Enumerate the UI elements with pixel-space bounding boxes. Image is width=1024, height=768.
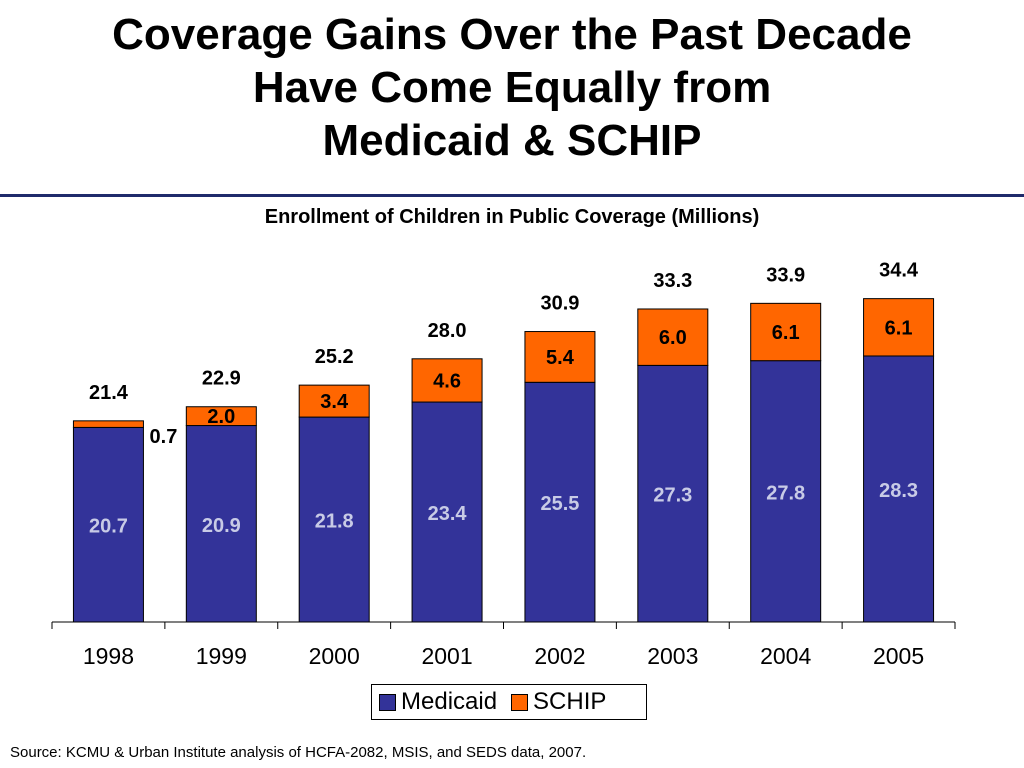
data-label-total: 33.9 (766, 264, 805, 286)
source-note: Source: KCMU & Urban Institute analysis … (10, 744, 587, 761)
data-label-schip: 0.7 (150, 426, 178, 448)
bar-schip-1998 (72, 420, 144, 428)
data-label-total: 25.2 (315, 346, 354, 368)
bar-medicaid-2002 (524, 381, 596, 623)
x-tick-label: 2003 (647, 643, 698, 669)
data-label-schip: 6.0 (659, 327, 687, 349)
data-label-schip: 6.1 (772, 322, 800, 344)
chart-legend: Medicaid SCHIP (371, 684, 647, 720)
data-label-total: 28.0 (428, 320, 467, 342)
bar-schip-2001 (411, 358, 483, 403)
data-label-schip: 6.1 (885, 317, 913, 339)
chart-title: Enrollment of Children in Public Coverag… (264, 206, 760, 228)
x-tick-label: 2004 (760, 643, 811, 669)
data-label-total: 34.4 (879, 260, 919, 282)
x-tick-label: 1999 (196, 643, 247, 669)
bar-schip-2005 (863, 298, 935, 357)
bar-schip-2004 (750, 302, 822, 362)
legend-item-schip: SCHIP (511, 688, 606, 716)
title-line: Medicaid & SCHIP (322, 116, 702, 165)
data-label-total: 22.9 (202, 368, 241, 390)
bar-medicaid-2001 (411, 401, 483, 623)
data-label-medicaid: 27.3 (653, 485, 692, 507)
bar-schip-2002 (524, 331, 596, 383)
x-tick-label: 2001 (421, 643, 472, 669)
bar-medicaid-1999 (185, 425, 257, 623)
x-tick-label: 1998 (83, 643, 134, 669)
bar-schip-2000 (298, 384, 370, 418)
legend-label-schip: SCHIP (533, 688, 607, 715)
bar-medicaid-2005 (863, 355, 935, 623)
bar-medicaid-2003 (637, 364, 709, 623)
data-label-medicaid: 20.9 (202, 515, 241, 537)
data-label-medicaid: 25.5 (540, 493, 579, 515)
page-title: Coverage Gains Over the Past Decade Have… (0, 8, 1024, 167)
data-label-medicaid: 20.7 (89, 516, 128, 538)
x-tick-label: 2000 (309, 643, 360, 669)
data-label-schip: 5.4 (546, 347, 575, 369)
data-label-medicaid: 21.8 (315, 511, 354, 533)
title-line: Coverage Gains Over the Past Decade (112, 10, 912, 59)
data-label-medicaid: 28.3 (879, 480, 918, 502)
x-tick-label: 2005 (873, 643, 924, 669)
data-label-schip: 2.0 (207, 406, 235, 428)
bar-schip-1999 (185, 406, 257, 427)
legend-label-medicaid: Medicaid (401, 688, 498, 715)
title-line: Have Come Equally from (252, 63, 772, 112)
data-label-schip: 3.4 (320, 391, 349, 413)
bar-medicaid-1998 (72, 426, 144, 623)
title-divider (0, 194, 1024, 197)
data-label-total: 33.3 (653, 270, 692, 292)
legend-swatch-medicaid (379, 693, 396, 711)
data-label-total: 30.9 (540, 293, 579, 315)
data-label-medicaid: 23.4 (428, 503, 468, 525)
data-label-medicaid: 27.8 (766, 482, 805, 504)
data-label-schip: 4.6 (433, 370, 461, 392)
x-tick-label: 2002 (534, 643, 585, 669)
legend-swatch-schip (511, 693, 529, 711)
data-label-total: 21.4 (89, 382, 129, 404)
legend-item-medicaid: Medicaid (379, 688, 497, 716)
bar-schip-2003 (637, 308, 709, 366)
